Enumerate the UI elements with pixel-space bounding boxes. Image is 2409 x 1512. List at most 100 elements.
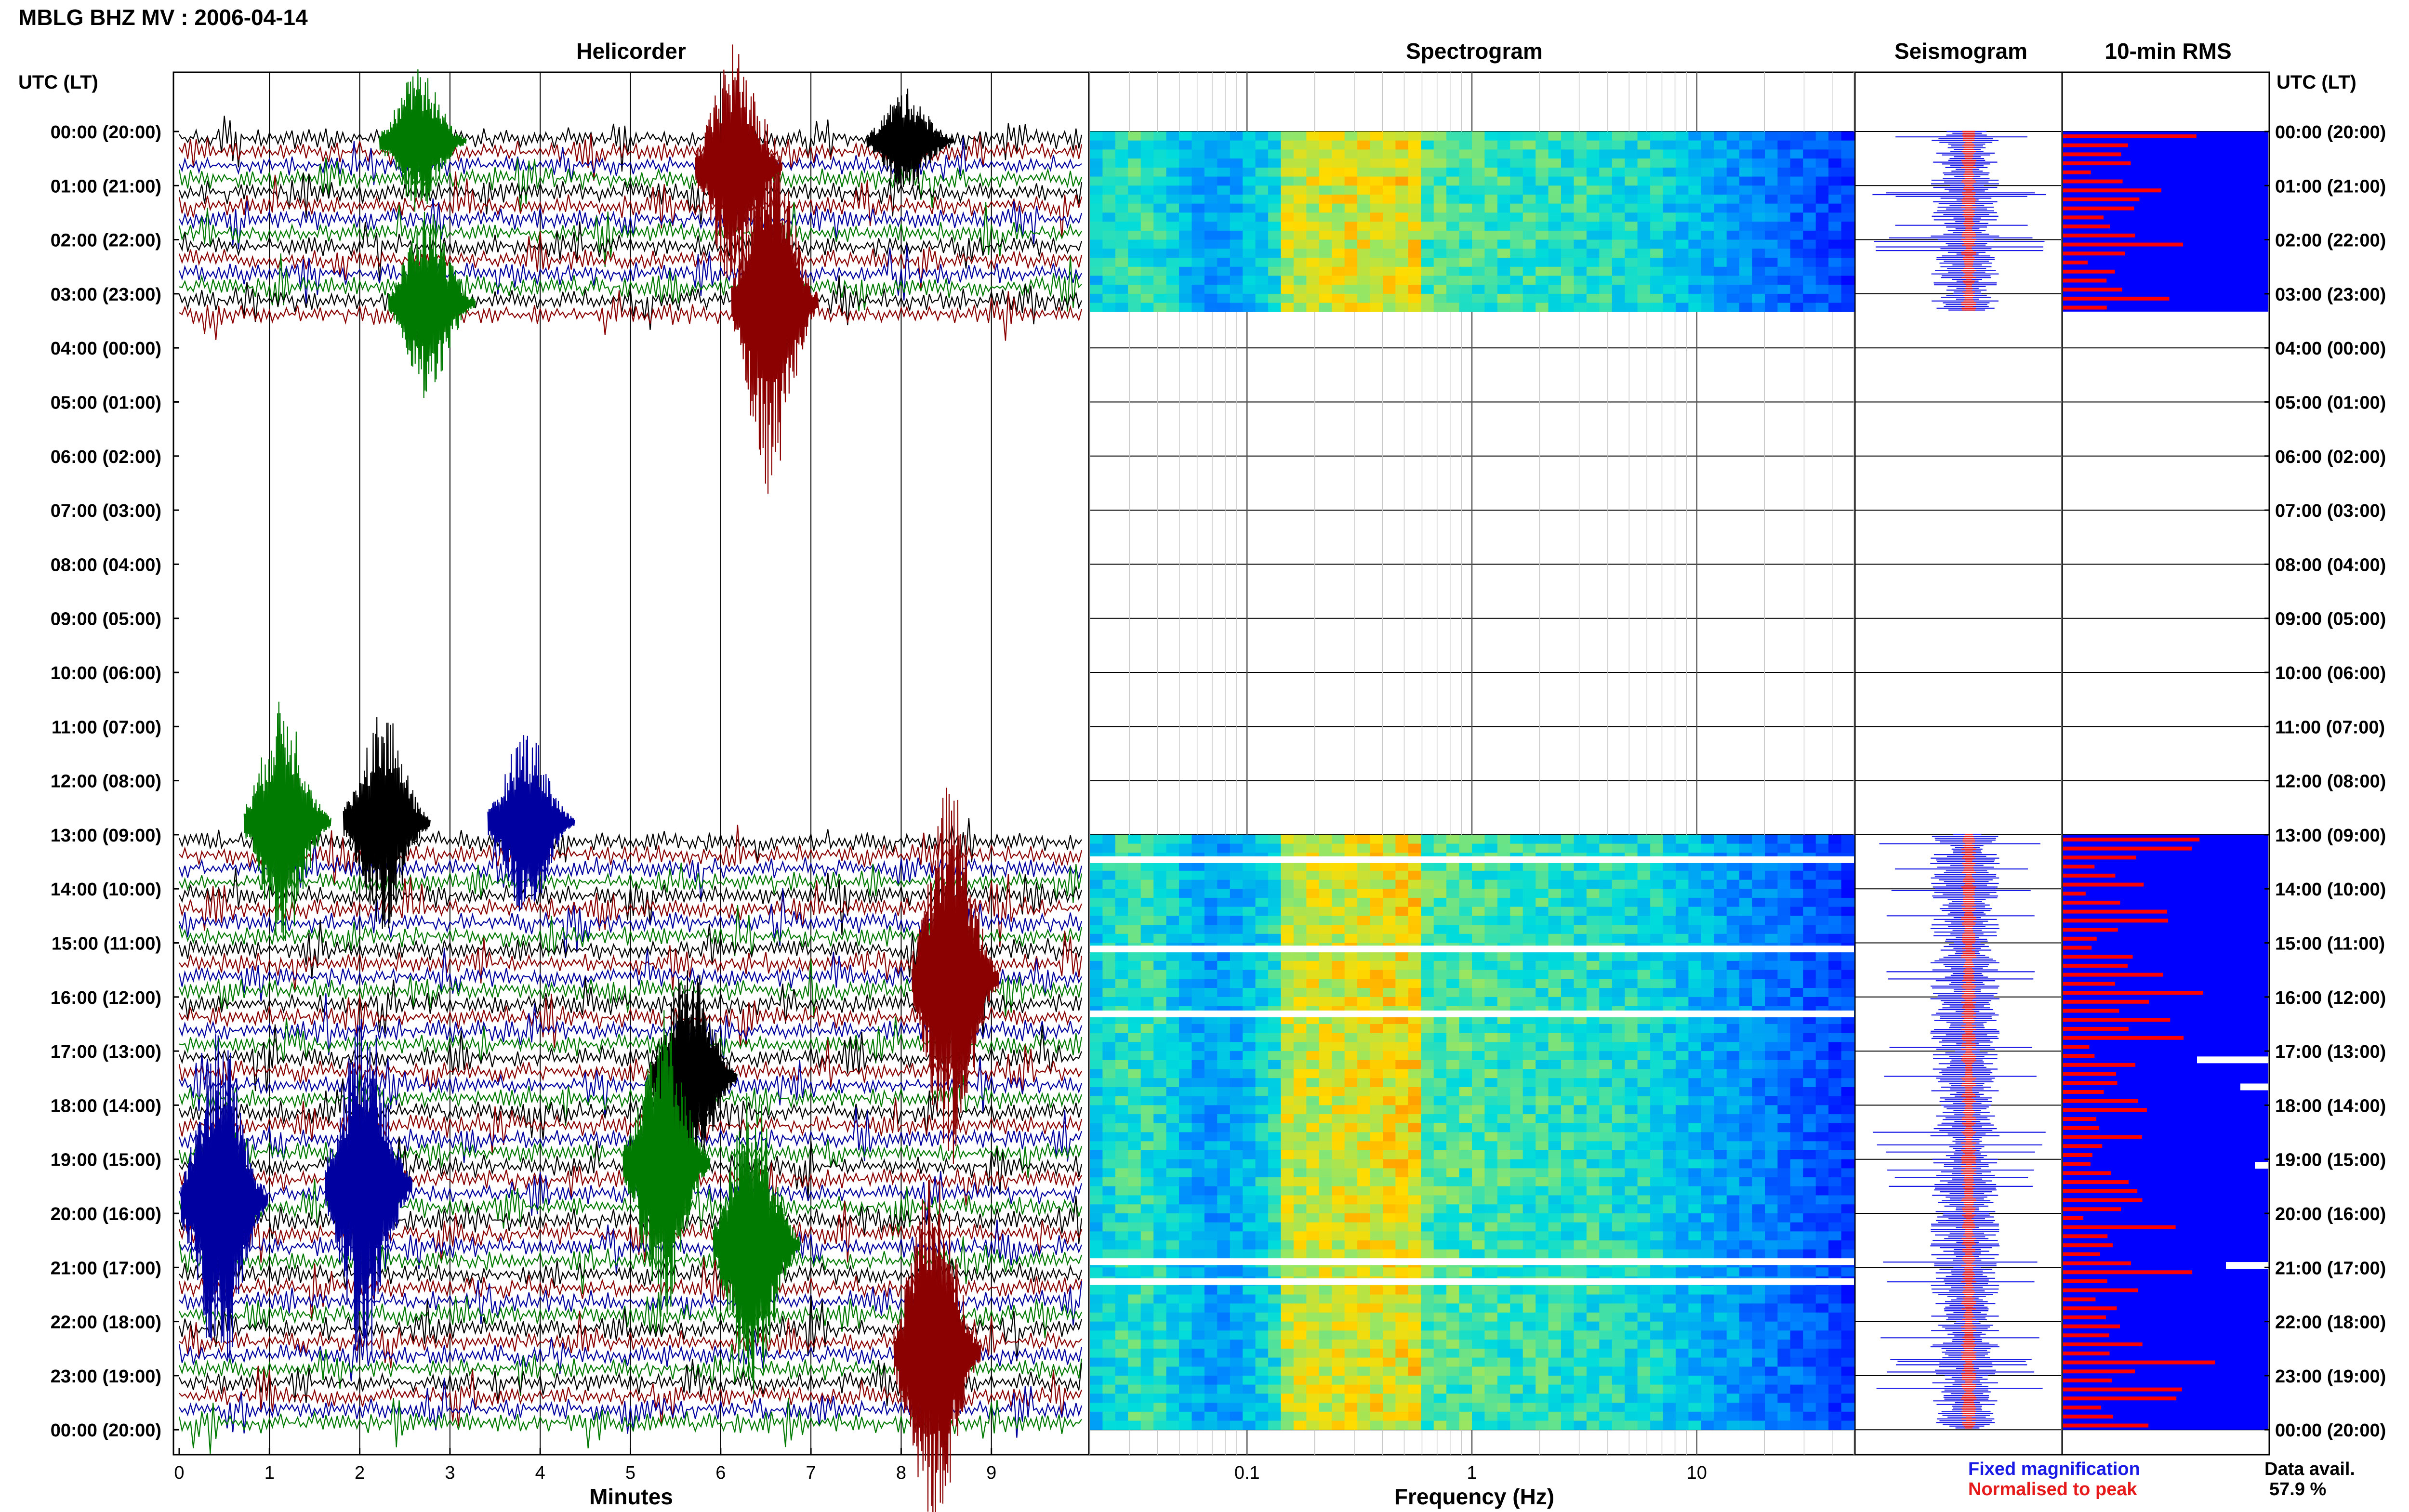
- spectrogram-cell: [1459, 185, 1472, 195]
- spectrogram-cell: [1243, 1357, 1256, 1367]
- spectrogram-cell: [1841, 1141, 1854, 1151]
- spectrogram-cell: [1319, 1375, 1333, 1385]
- spectrogram-cell: [1370, 158, 1383, 168]
- spectrogram-cell: [1650, 1195, 1664, 1205]
- spectrogram-cell: [1383, 952, 1396, 961]
- spectrogram-cell: [1777, 925, 1791, 934]
- spectrogram-cell: [1701, 167, 1715, 177]
- spectrogram-cell: [1777, 1150, 1791, 1160]
- spectrogram-cell: [1599, 149, 1613, 159]
- spectrogram-cell: [1790, 1195, 1804, 1205]
- spectrogram-cell: [1497, 1340, 1511, 1349]
- spectrogram-cell: [1599, 1321, 1613, 1331]
- spectrogram-cell: [1344, 970, 1358, 979]
- spectrogram-cell: [1306, 249, 1320, 258]
- spectrogram-cell: [1675, 1168, 1689, 1178]
- spectrogram-cell: [1102, 970, 1116, 979]
- spectrogram-cell: [1663, 266, 1676, 276]
- spectrogram-cell: [1637, 897, 1651, 907]
- spectrogram-cell: [1344, 1213, 1358, 1223]
- spectrogram-cell: [1459, 1357, 1472, 1367]
- spectrogram-cell: [1663, 1141, 1676, 1151]
- spectrogram-cell: [1459, 960, 1472, 971]
- spectrogram-cell: [1191, 1357, 1205, 1367]
- spectrogram-cell: [1637, 889, 1651, 898]
- spectrogram-cell: [1828, 1330, 1842, 1340]
- spectrogram-cell: [1408, 1168, 1422, 1178]
- spectrogram-cell: [1395, 158, 1409, 168]
- spectrogram-cell: [1140, 1105, 1154, 1115]
- spectrogram-cell: [1790, 185, 1804, 195]
- spectrogram-cell: [1446, 158, 1460, 168]
- spectrogram-cell: [1841, 1340, 1854, 1349]
- spectrogram-cell: [1204, 140, 1218, 150]
- spectrogram-cell: [1522, 1159, 1536, 1169]
- spectrogram-cell: [1370, 1249, 1383, 1259]
- spectrogram-cell: [1306, 988, 1320, 998]
- spectrogram-cell: [1790, 1060, 1804, 1070]
- spectrogram-cell: [1790, 1069, 1804, 1078]
- spectrogram-cell: [1586, 1087, 1600, 1097]
- spectrogram-cell: [1752, 1213, 1765, 1223]
- spectrogram-cell: [1408, 1195, 1422, 1205]
- spectrogram-cell: [1268, 1033, 1282, 1042]
- spectrogram-cell: [1140, 258, 1154, 267]
- spectrogram-cell: [1140, 1303, 1154, 1313]
- spectrogram-cell: [1370, 880, 1383, 889]
- spectrogram-cell: [1128, 1375, 1141, 1385]
- spectrogram-cell: [1204, 1042, 1218, 1052]
- spectrogram-cell: [1191, 925, 1205, 934]
- spectrogram-cell: [1828, 1195, 1842, 1205]
- spectrogram-cell: [1777, 960, 1791, 971]
- spectrogram-cell: [1688, 1213, 1702, 1223]
- spectrogram-cell: [1433, 1222, 1447, 1232]
- spectrogram-cell: [1803, 1222, 1816, 1232]
- spectrogram-cell: [1828, 1159, 1842, 1169]
- spectrogram-cell: [1625, 158, 1638, 168]
- spectrogram-cell: [1090, 916, 1103, 925]
- spectrogram-cell: [1599, 230, 1613, 240]
- spectrogram-cell: [1153, 176, 1167, 186]
- spectrogram-cell: [1650, 1105, 1664, 1115]
- spectrogram-cell: [1484, 176, 1498, 186]
- spectrogram-cell: [1675, 1285, 1689, 1295]
- spectrogram-cell: [1790, 916, 1804, 925]
- spectrogram-cell: [1510, 862, 1523, 871]
- spectrogram-cell: [1090, 1249, 1103, 1259]
- spectrogram-cell: [1548, 897, 1562, 907]
- spectrogram-cell: [1574, 1330, 1587, 1340]
- spectrogram-cell: [1548, 1285, 1562, 1295]
- spectrogram-cell: [1586, 1321, 1600, 1331]
- spectrogram-cell: [1739, 222, 1753, 231]
- spectrogram-cell: [1319, 1015, 1333, 1025]
- spectrogram-cell: [1370, 1168, 1383, 1178]
- spectrogram-cell: [1790, 266, 1804, 276]
- spectrogram-cell: [1828, 1249, 1842, 1259]
- spectrogram-cell: [1637, 1132, 1651, 1142]
- spectrogram-cell: [1421, 1060, 1434, 1070]
- spectrogram-cell: [1815, 1051, 1829, 1061]
- spectrogram-cell: [1243, 1114, 1256, 1124]
- spectrogram-cell: [1268, 970, 1282, 979]
- spectrogram-cell: [1663, 167, 1676, 177]
- spectrogram-cell: [1421, 1168, 1434, 1178]
- spectrogram-cell: [1191, 997, 1205, 1007]
- spectrogram-cell: [1765, 167, 1778, 177]
- spectrogram-cell: [1548, 870, 1562, 881]
- spectrogram-cell: [1421, 925, 1434, 934]
- spectrogram-cell: [1395, 1294, 1409, 1304]
- spectrogram-cell: [1459, 302, 1472, 312]
- spectrogram-cell: [1140, 960, 1154, 971]
- spectrogram-cell: [1281, 988, 1294, 998]
- spectrogram-cell: [1446, 1384, 1460, 1394]
- spectrogram-cell: [1408, 1321, 1422, 1331]
- spectrogram-cell: [1217, 1357, 1231, 1367]
- spectrogram-cell: [1841, 988, 1854, 998]
- spectrogram-cell: [1306, 1051, 1320, 1061]
- spectrogram-cell: [1293, 1384, 1307, 1394]
- spectrogram-cell: [1637, 276, 1651, 285]
- spectrogram-cell: [1599, 933, 1613, 944]
- spectrogram-cell: [1675, 1069, 1689, 1078]
- spectrogram-cell: [1752, 862, 1765, 871]
- spectrogram-cell: [1726, 897, 1740, 907]
